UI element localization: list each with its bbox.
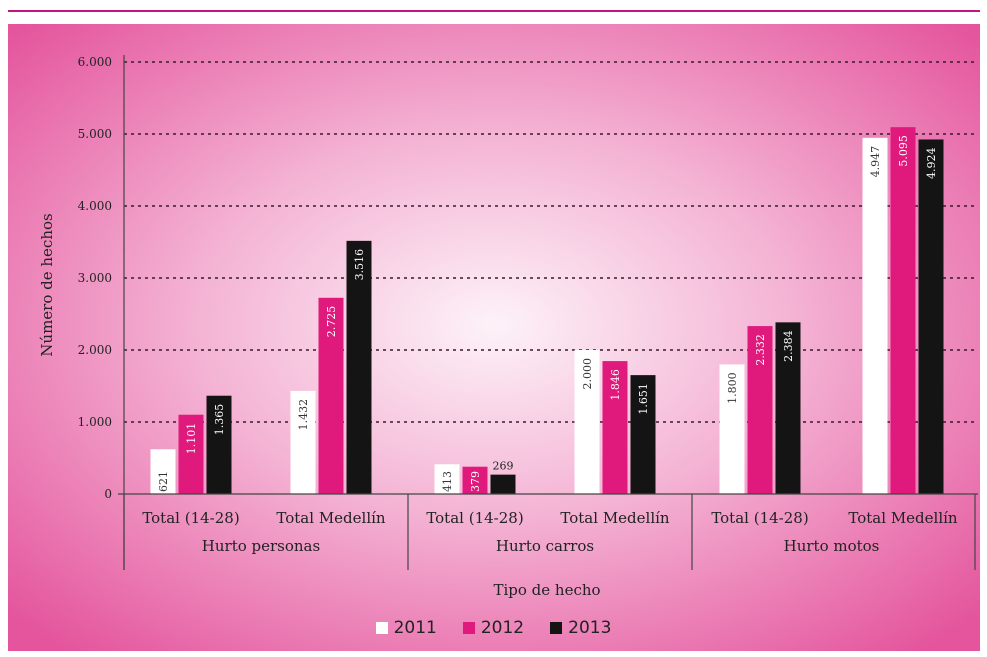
data-label: 1.432 bbox=[297, 399, 310, 431]
bar-2011 bbox=[719, 364, 745, 494]
bar-2013 bbox=[775, 322, 801, 494]
bar-2012 bbox=[602, 361, 628, 494]
legend-label: 2011 bbox=[393, 618, 437, 638]
bar-2012 bbox=[178, 414, 204, 494]
bar-2013 bbox=[346, 240, 372, 494]
bar-2011 bbox=[434, 464, 460, 494]
bar-2013 bbox=[918, 139, 944, 495]
data-label: 413 bbox=[441, 471, 454, 492]
category-label: Total Medellín bbox=[848, 509, 958, 527]
bar-2012 bbox=[747, 326, 773, 494]
bar-2011 bbox=[574, 350, 600, 494]
bar-2011 bbox=[150, 449, 176, 494]
legend-item-2012: 2012 bbox=[462, 618, 525, 638]
data-label: 1.846 bbox=[609, 369, 622, 401]
data-label: 1.365 bbox=[213, 404, 226, 436]
data-label: 1.651 bbox=[637, 383, 650, 415]
legend-swatch bbox=[462, 622, 475, 634]
bar-2013 bbox=[630, 375, 656, 494]
bar-2012 bbox=[890, 127, 916, 494]
y-tick-label: 4.000 bbox=[78, 199, 112, 213]
bar-2013 bbox=[206, 395, 232, 494]
top-rule bbox=[8, 10, 980, 12]
legend-swatch bbox=[375, 622, 388, 634]
bar-2013 bbox=[490, 474, 516, 494]
bar-2011 bbox=[862, 137, 888, 495]
legend-label: 2013 bbox=[568, 618, 612, 638]
x-axis-title: Tipo de hecho bbox=[493, 581, 600, 599]
group-label: Hurto personas bbox=[202, 537, 320, 555]
bar-2011 bbox=[290, 390, 316, 494]
legend-item-2011: 2011 bbox=[375, 618, 437, 638]
group-label: Hurto carros bbox=[496, 537, 594, 555]
y-tick-label: 1.000 bbox=[78, 415, 112, 429]
legend: 2011 2012 2013 bbox=[0, 618, 987, 638]
data-label: 4.947 bbox=[869, 146, 882, 178]
data-label: 2.725 bbox=[325, 306, 338, 338]
legend-item-2013: 2013 bbox=[550, 618, 611, 638]
category-label: Total (14-28) bbox=[426, 509, 523, 527]
data-label: 379 bbox=[469, 471, 482, 492]
data-label: 1.101 bbox=[185, 423, 198, 455]
y-axis-title: Número de hechos bbox=[38, 213, 56, 356]
legend-label: 2012 bbox=[480, 618, 525, 638]
category-label: Total Medellín bbox=[276, 509, 386, 527]
data-label: 2.000 bbox=[581, 358, 594, 390]
category-label: Total (14-28) bbox=[711, 509, 808, 527]
data-label: 2.332 bbox=[754, 334, 767, 366]
data-label: 3.516 bbox=[353, 249, 366, 281]
data-label: 2.384 bbox=[782, 330, 795, 362]
group-label: Hurto motos bbox=[784, 537, 880, 555]
y-tick-label: 5.000 bbox=[78, 127, 112, 141]
data-label: 621 bbox=[157, 471, 170, 492]
data-label: 4.924 bbox=[925, 147, 938, 179]
category-label: Total (14-28) bbox=[142, 509, 239, 527]
plot-background bbox=[8, 24, 980, 651]
legend-swatch bbox=[550, 622, 563, 634]
category-label: Total Medellín bbox=[560, 509, 670, 527]
y-tick-label: 3.000 bbox=[78, 271, 112, 285]
y-tick-label: 2.000 bbox=[78, 343, 112, 357]
bar-2012 bbox=[462, 466, 488, 494]
data-label: 5.095 bbox=[897, 135, 910, 167]
data-label: 1.800 bbox=[726, 372, 739, 404]
bar-2012 bbox=[318, 297, 344, 494]
data-label: 269 bbox=[493, 460, 514, 473]
y-tick-label: 0 bbox=[104, 487, 112, 501]
y-tick-label: 6.000 bbox=[78, 55, 112, 69]
